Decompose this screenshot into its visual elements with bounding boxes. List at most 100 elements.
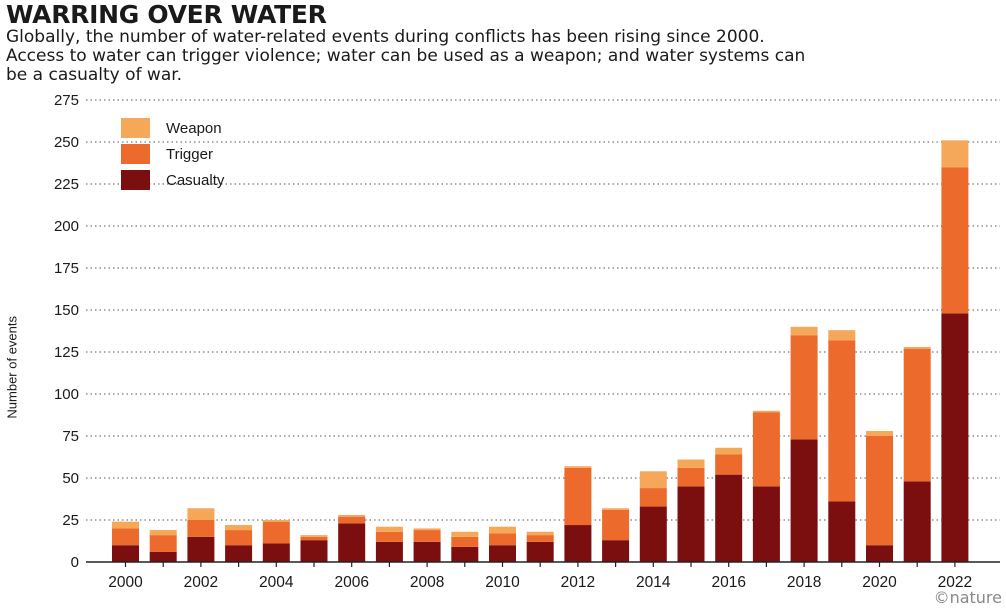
- bar-weapon-2001: [149, 530, 177, 536]
- bar-trigger-2008: [413, 530, 441, 542]
- bar-weapon-2018: [790, 326, 818, 336]
- bar-weapon-2015: [677, 459, 705, 468]
- bar-casualty-2008: [413, 541, 441, 562]
- bar-casualty-2018: [790, 439, 818, 562]
- bar-weapon-2020: [866, 430, 893, 436]
- bar-trigger-2020: [866, 436, 893, 546]
- bar-casualty-2006: [338, 523, 366, 562]
- bar-casualty-2011: [526, 541, 554, 562]
- bar-casualty-2022: [941, 313, 969, 562]
- bar-casualty-2007: [375, 541, 403, 562]
- bar-casualty-2021: [903, 481, 931, 562]
- bar-weapon-2011: [526, 531, 554, 536]
- bar-weapon-2019: [828, 330, 856, 341]
- bar-weapon-2010: [489, 526, 516, 534]
- bar-casualty-2019: [828, 501, 856, 562]
- chart-title: WARRING OVER WATER: [6, 0, 327, 29]
- y-tick-label: 25: [62, 512, 79, 529]
- x-tick-label: 2020: [862, 574, 897, 591]
- bar-weapon-2004: [262, 520, 290, 522]
- bar-weapon-2003: [225, 525, 253, 531]
- x-tick-label: 2000: [108, 574, 143, 591]
- bar-trigger-2009: [451, 536, 479, 547]
- bar-trigger-2012: [564, 467, 592, 526]
- bar-weapon-2007: [375, 526, 403, 532]
- bar-trigger-2016: [715, 454, 743, 475]
- bar-casualty-2014: [639, 506, 667, 562]
- bar-trigger-2017: [752, 412, 780, 487]
- x-tick-label: 2018: [787, 574, 821, 591]
- x-tick-label: 2014: [636, 574, 671, 591]
- bar-casualty-2002: [187, 536, 215, 562]
- x-tick-label: 2002: [184, 574, 218, 591]
- x-tick-label: 2004: [259, 574, 294, 591]
- bar-casualty-2016: [715, 474, 743, 562]
- y-tick-label: 250: [54, 134, 79, 151]
- bar-casualty-2010: [489, 545, 516, 562]
- y-tick-label: 225: [54, 176, 79, 193]
- legend-swatch-trigger: [121, 144, 150, 164]
- bar-weapon-2005: [300, 535, 328, 537]
- bar-casualty-2003: [225, 545, 253, 562]
- legend-swatch-casualty: [121, 170, 150, 190]
- bar-casualty-2020: [866, 545, 893, 562]
- bar-trigger-2010: [489, 533, 516, 546]
- x-tick-label: 2016: [711, 574, 745, 591]
- bar-weapon-2014: [639, 471, 667, 489]
- bar-weapon-2016: [715, 447, 743, 455]
- bar-weapon-2012: [564, 466, 592, 468]
- bar-trigger-2007: [375, 531, 403, 542]
- y-tick-label: 125: [54, 344, 79, 361]
- legend-swatch-weapon: [121, 118, 150, 138]
- bar-trigger-2002: [187, 520, 215, 537]
- bar-trigger-2004: [262, 521, 290, 544]
- legend-label-casualty: Casualty: [166, 172, 225, 189]
- bar-trigger-2013: [602, 509, 630, 541]
- x-tick-label: 2010: [485, 574, 520, 591]
- x-tick-label: 2022: [938, 574, 972, 591]
- bar-trigger-2001: [149, 535, 177, 552]
- bar-casualty-2001: [149, 551, 177, 562]
- bar-casualty-2015: [677, 486, 705, 562]
- bar-casualty-2017: [752, 486, 780, 562]
- y-tick-label: 200: [54, 218, 79, 235]
- bar-casualty-2012: [564, 525, 592, 562]
- bar-trigger-2021: [903, 348, 931, 482]
- bar-trigger-2003: [225, 530, 253, 546]
- bar-trigger-2000: [112, 528, 139, 546]
- x-tick-label: 2008: [410, 574, 444, 591]
- bar-trigger-2005: [300, 536, 328, 541]
- bar-weapon-2000: [112, 521, 139, 529]
- bar-casualty-2005: [300, 540, 328, 562]
- y-tick-label: 175: [54, 260, 79, 277]
- chart-subtitle: Globally, the number of water-related ev…: [6, 27, 806, 85]
- bar-trigger-2015: [677, 467, 705, 487]
- legend-label-trigger: Trigger: [166, 146, 213, 163]
- bar-trigger-2014: [639, 488, 667, 507]
- y-tick-label: 275: [54, 92, 79, 109]
- y-tick-label: 150: [54, 302, 79, 319]
- bar-trigger-2022: [941, 167, 969, 314]
- bar-casualty-2000: [112, 545, 139, 562]
- bar-weapon-2009: [451, 531, 479, 537]
- bar-trigger-2006: [338, 516, 366, 524]
- bar-casualty-2013: [602, 540, 630, 562]
- bar-weapon-2022: [941, 140, 969, 168]
- y-tick-label: 50: [62, 470, 79, 487]
- bar-weapon-2008: [413, 528, 441, 531]
- x-tick-label: 2012: [561, 574, 595, 591]
- bar-weapon-2017: [752, 410, 780, 413]
- legend-label-weapon: Weapon: [166, 120, 222, 137]
- bar-trigger-2018: [790, 335, 818, 440]
- bar-trigger-2019: [828, 340, 856, 502]
- y-tick-label: 100: [54, 386, 79, 403]
- bar-weapon-2013: [602, 508, 630, 510]
- bar-weapon-2006: [338, 514, 366, 517]
- nature-credit: ©nature: [933, 588, 1002, 607]
- y-tick-label: 0: [71, 554, 79, 571]
- bar-trigger-2011: [526, 535, 554, 542]
- bar-casualty-2004: [262, 543, 290, 562]
- x-tick-label: 2006: [334, 574, 368, 591]
- bar-weapon-2002: [187, 508, 215, 520]
